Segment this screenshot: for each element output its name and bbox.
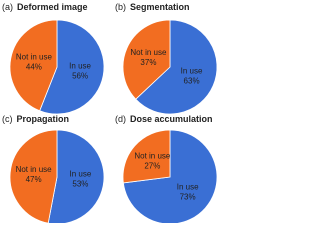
slice-label: Not in use	[16, 165, 53, 174]
value-label: 47%	[26, 175, 42, 184]
title: Dose accumulation	[130, 114, 213, 124]
pie-slice	[122, 19, 171, 100]
slice-label: Not in use	[16, 53, 53, 62]
slice-label: Not in use	[130, 48, 167, 57]
value-label: 63%	[184, 76, 200, 85]
pie-slice	[9, 19, 58, 112]
slice-label: In use	[181, 66, 203, 75]
slice-label: In use	[177, 183, 199, 192]
slice-label: Not in use	[134, 152, 171, 161]
panel-title: (a) Deformed image	[2, 2, 88, 12]
pie-slice	[47, 129, 105, 223]
slice-label: In use	[69, 169, 91, 178]
pie-slice	[135, 19, 218, 115]
panel-label: (d)	[115, 114, 126, 124]
slice-label: In use	[69, 62, 91, 71]
panel-title: (b) Segmentation	[115, 2, 190, 12]
title: Propagation	[17, 114, 70, 124]
panel-label: (b)	[115, 2, 126, 12]
title: Segmentation	[130, 2, 190, 12]
pie-slice	[9, 129, 58, 223]
value-label: 44%	[26, 63, 42, 72]
value-label: 73%	[180, 193, 196, 202]
panel-title: (c) Propagation	[2, 114, 69, 124]
panel-title: (d) Dose accumulation	[115, 114, 213, 124]
value-label: 27%	[144, 162, 160, 171]
pie-slice	[39, 19, 105, 115]
panel-label: (c)	[2, 114, 13, 124]
title: Deformed image	[17, 2, 88, 12]
value-label: 56%	[72, 72, 88, 81]
panel-label: (a)	[2, 2, 13, 12]
pie-slice	[122, 129, 171, 184]
value-label: 53%	[72, 179, 88, 188]
value-label: 37%	[140, 58, 156, 67]
